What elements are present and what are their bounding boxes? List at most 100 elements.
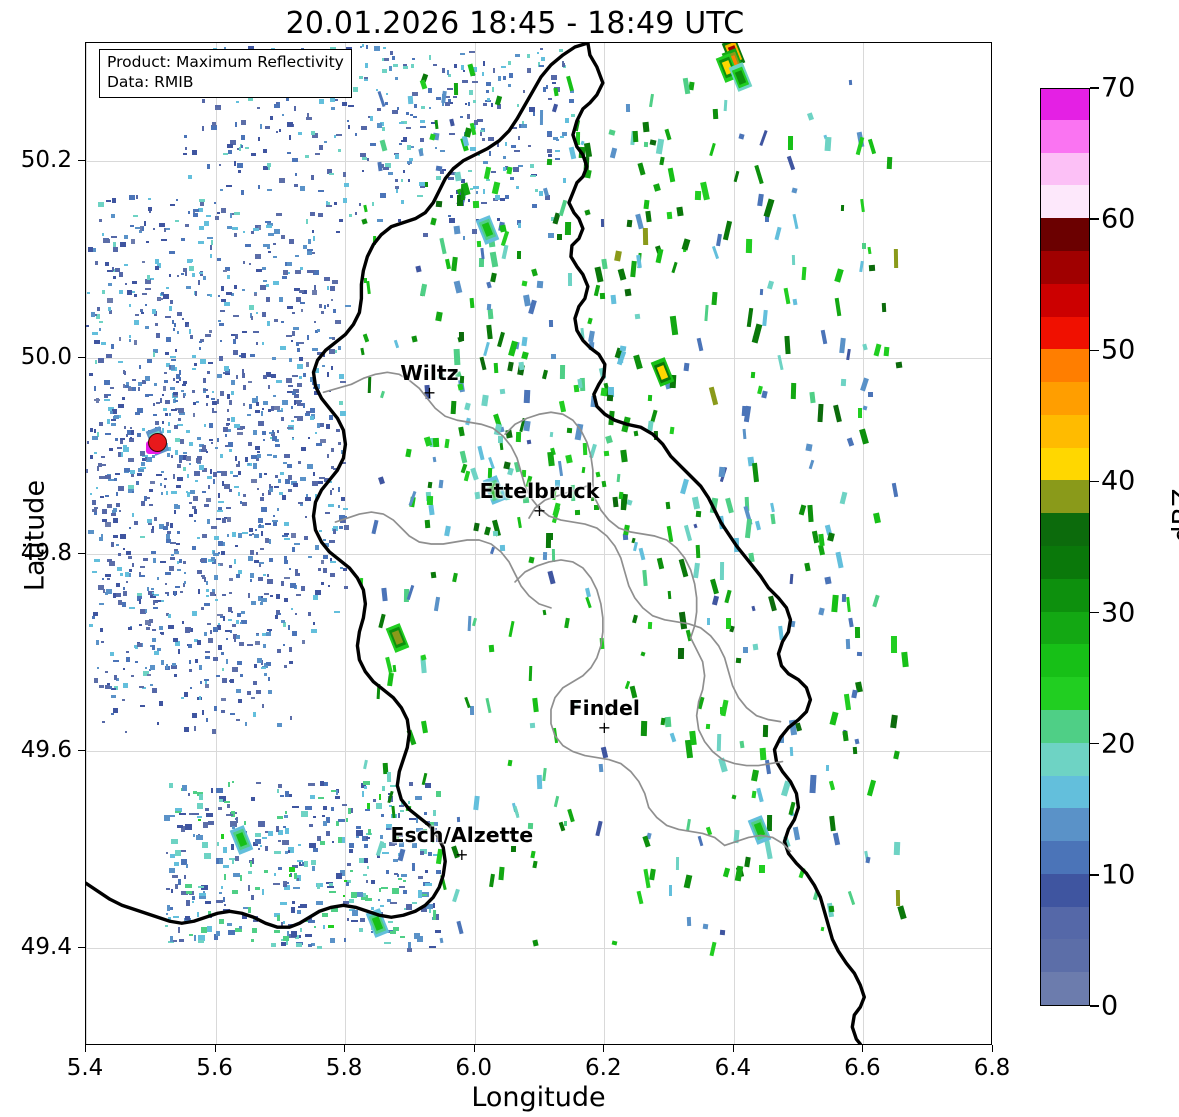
radar-echo-cell [397,106,400,110]
radar-echo-cell [187,175,192,180]
radar-echo-cell [410,145,414,148]
radar-echo-cell [281,942,287,947]
radar-echo-cell [247,690,252,695]
radar-echo-cell [261,666,266,669]
radar-echo-cell [204,679,210,682]
radar-echo-cell [98,422,103,427]
radar-echo-cell [184,916,190,921]
radar-echo-cell [134,319,140,325]
radar-echo-cell [364,844,369,848]
radar-echo-cell [258,136,261,141]
radar-echo-cell [213,411,218,413]
radar-echo-cell [210,397,215,400]
radar-echo-cell [246,644,253,647]
radar-echo-cell [313,594,319,600]
radar-echo-cell [119,534,126,540]
radar-echo-cell [106,353,113,358]
radar-echo-cell [117,553,121,556]
radar-echo-cell [444,101,450,106]
radar-echo-cell [333,134,336,138]
radar-echo-cell [251,696,256,699]
radar-echo-cell [174,438,180,442]
radar-echo-cell [316,480,323,484]
radar-echo-cell [148,504,153,507]
radar-echo-cell [193,362,197,366]
radar-echo-cell [533,112,536,117]
radar-echo-cell [343,507,348,510]
radar-echo-cell [463,69,465,72]
radar-echo-cell [496,104,501,110]
radar-echo-cell [378,794,381,800]
radar-echo-cell [468,90,473,96]
radar-echo-cell [198,894,206,899]
radar-echo-cell [301,639,305,644]
radar-echo-cell [278,177,285,183]
radar-echo-cell [328,585,331,588]
radar-echo-cell [158,700,163,706]
radar-echo-cell [338,819,346,822]
radar-echo-cell [292,124,295,128]
radar-echo-cell [236,432,243,436]
radar-echo-cell [296,399,302,404]
radar-echo-cell [328,415,333,421]
radar-echo-cell [188,328,191,334]
radar-echo-cell [261,837,267,840]
radar-echo-cell [381,68,387,73]
radar-echo-cell [91,570,97,573]
colorbar-band [1041,676,1089,710]
colorbar-band [1041,283,1089,317]
radar-echo-cell [514,149,521,152]
radar-echo-cell [172,874,179,878]
radar-echo-cell [128,626,133,630]
radar-echo-cell [317,567,321,571]
radar-echo-cell [178,939,184,942]
radar-echo-cell [312,621,315,625]
radar-echo-cell [163,227,170,230]
radar-echo-cell [184,883,192,888]
radar-echo-cell [111,418,117,421]
radar-echo-cell [274,104,281,109]
radar-echo-cell [99,495,104,498]
radar-echo-cell [199,359,206,365]
radar-echo-cell [139,596,142,600]
radar-echo-cell [197,455,202,460]
radar-echo-cell [160,238,167,241]
radar-echo-cell [307,335,310,340]
radar-echo-cell [242,385,246,391]
radar-echo-cell [313,816,317,819]
colorbar-tick [1090,87,1099,89]
radar-echo-cell [332,309,336,313]
gridline-vertical [863,43,865,1044]
radar-echo-cell [328,890,336,893]
radar-echo-cell [481,71,484,76]
radar-echo-cell [111,409,117,415]
radar-echo-cell [135,412,141,415]
radar-echo-cell [290,715,293,720]
radar-echo-cell [319,303,323,308]
radar-echo-cell [276,914,280,921]
radar-echo-cell [224,874,226,881]
radar-echo-cell [221,668,224,672]
radar-echo-cell [262,439,265,442]
radar-echo-cell [99,475,106,479]
gridline-vertical [345,43,347,1044]
radar-echo-cell [92,435,99,440]
radar-echo-cell [164,485,167,489]
radar-echo-cell [222,864,229,868]
map-plot-area[interactable]: Wiltz + Ettelbruck + Findel + Esch/Alzette + [85,42,992,1045]
radar-echo-cell [385,101,389,105]
radar-echo-cell [268,689,272,694]
radar-echo-cell [329,173,335,176]
radar-echo-cell [401,199,404,204]
radar-echo-cell [170,204,176,207]
radar-echo-cell [339,567,343,570]
radar-echo-cell [331,366,334,371]
radar-echo-cell [147,674,152,677]
radar-echo-cell [262,243,268,247]
radar-echo-cell [221,710,226,714]
radar-echo-cell [204,808,209,812]
radar-echo-cell [323,567,328,573]
colorbar-band [1041,119,1089,153]
radar-echo-cell [259,523,262,528]
radar-echo-cell [105,671,109,674]
